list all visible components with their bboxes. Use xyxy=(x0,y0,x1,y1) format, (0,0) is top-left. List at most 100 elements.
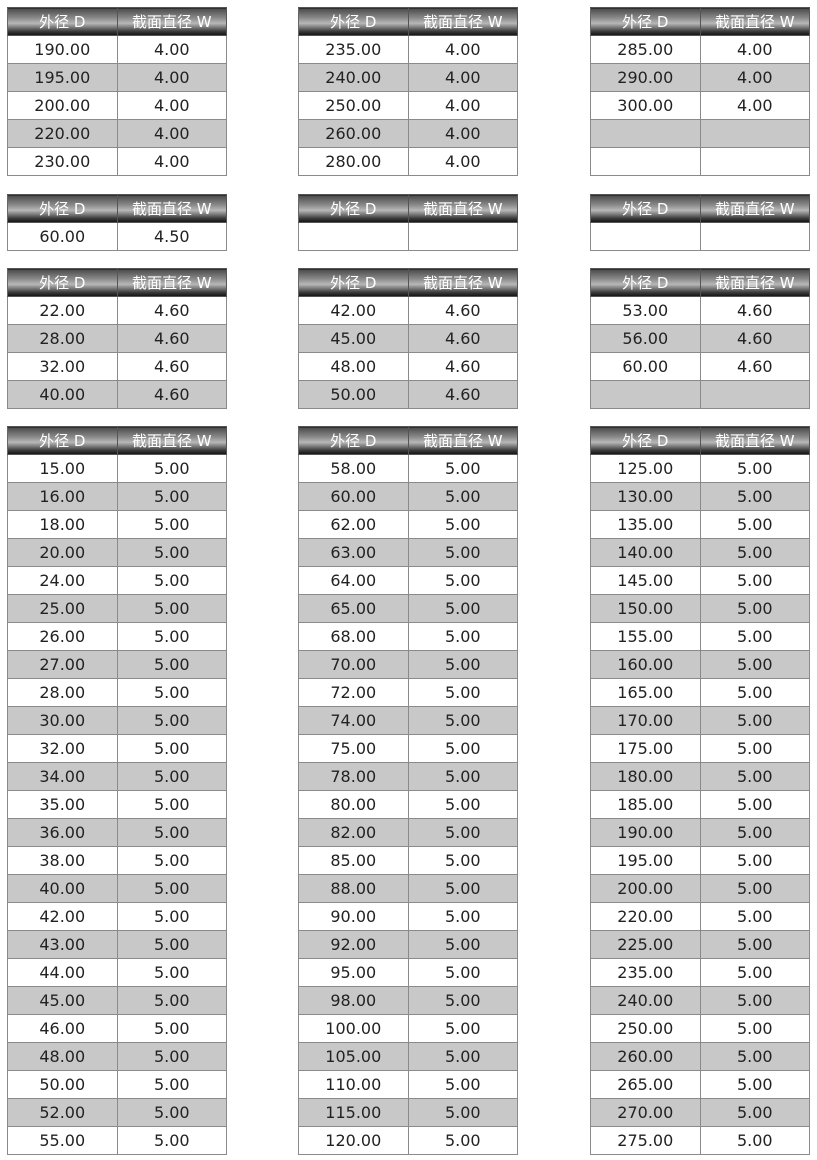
outer-diameter-cell: 80.00 xyxy=(298,790,409,819)
outer-diameter-cell: 115.00 xyxy=(298,1098,409,1127)
size-table: 外径 D 截面直径 W 285.00 4.00 290.00 4.00 300.00 4.00 xyxy=(590,7,811,176)
outer-diameter-cell: 70.00 xyxy=(298,650,409,679)
section-diameter-cell: 5.00 xyxy=(116,1098,228,1127)
table-row: 27.00 5.00 xyxy=(7,650,228,679)
section-diameter-cell: 5.00 xyxy=(699,846,811,875)
section-diameter-cell: 5.00 xyxy=(699,566,811,595)
table-row: 270.00 5.00 xyxy=(590,1098,811,1127)
outer-diameter-cell: 48.00 xyxy=(7,1042,118,1071)
section-diameter-cell: 5.00 xyxy=(116,510,228,539)
table-row: 140.00 5.00 xyxy=(590,538,811,567)
outer-diameter-cell: 56.00 xyxy=(590,324,701,353)
table-row xyxy=(590,147,811,176)
table-row: 40.00 4.60 xyxy=(7,380,228,409)
table-row: 170.00 5.00 xyxy=(590,706,811,735)
section-diameter-cell: 4.00 xyxy=(407,147,519,176)
outer-diameter-cell: 200.00 xyxy=(7,91,118,120)
section-diameter-cell: 5.00 xyxy=(699,650,811,679)
outer-diameter-cell: 72.00 xyxy=(298,678,409,707)
section-diameter-cell: 5.00 xyxy=(699,874,811,903)
header-outer-diameter: 外径 D xyxy=(590,426,701,455)
outer-diameter-cell: 24.00 xyxy=(7,566,118,595)
section-diameter-cell: 5.00 xyxy=(407,1070,519,1099)
outer-diameter-cell: 260.00 xyxy=(298,119,409,148)
size-table: 外径 D 截面直径 W 22.00 4.60 28.00 4.60 32.00 4.60 40.… xyxy=(7,268,228,409)
table-header: 外径 D 截面直径 W xyxy=(7,7,228,36)
table-row: 300.00 4.00 xyxy=(590,91,811,120)
table-row: 175.00 5.00 xyxy=(590,734,811,763)
section-diameter-cell: 5.00 xyxy=(407,650,519,679)
outer-diameter-cell: 60.00 xyxy=(298,482,409,511)
section-diameter-cell: 5.00 xyxy=(699,818,811,847)
outer-diameter-cell: 235.00 xyxy=(590,958,701,987)
table-row: 220.00 5.00 xyxy=(590,902,811,931)
size-table: 外径 D 截面直径 W 60.00 4.50 xyxy=(7,194,228,251)
header-section-diameter: 截面直径 W xyxy=(116,7,228,36)
table-row: 45.00 5.00 xyxy=(7,986,228,1015)
size-table: 外径 D 截面直径 W xyxy=(590,194,810,251)
outer-diameter-cell: 68.00 xyxy=(298,622,409,651)
table-row: 30.00 5.00 xyxy=(7,706,228,735)
table-row: 275.00 5.00 xyxy=(590,1126,811,1155)
outer-diameter-cell xyxy=(298,222,409,251)
table-row: 235.00 5.00 xyxy=(590,958,811,987)
section-diameter-cell: 5.00 xyxy=(699,734,811,763)
table-row: 68.00 5.00 xyxy=(298,622,519,651)
table-row: 74.00 5.00 xyxy=(298,706,519,735)
outer-diameter-cell: 48.00 xyxy=(298,352,409,381)
table-row xyxy=(590,380,811,409)
section-diameter-cell: 4.00 xyxy=(407,63,519,92)
outer-diameter-cell: 28.00 xyxy=(7,678,118,707)
section-diameter-cell: 5.00 xyxy=(407,930,519,959)
header-section-diameter: 截面直径 W xyxy=(116,194,228,223)
section-diameter-cell xyxy=(699,380,811,409)
section-diameter-cell: 5.00 xyxy=(407,762,519,791)
header-outer-diameter: 外径 D xyxy=(7,268,118,297)
outer-diameter-cell: 140.00 xyxy=(590,538,701,567)
table-row: 98.00 5.00 xyxy=(298,986,519,1015)
outer-diameter-cell: 30.00 xyxy=(7,706,118,735)
section-diameter-cell: 5.00 xyxy=(699,538,811,567)
section-diameter-cell: 4.60 xyxy=(116,296,228,325)
outer-diameter-cell: 180.00 xyxy=(590,762,701,791)
table-row: 32.00 5.00 xyxy=(7,734,228,763)
section-diameter-cell: 5.00 xyxy=(116,958,228,987)
section-diameter-cell: 5.00 xyxy=(116,1070,228,1099)
table-row: 88.00 5.00 xyxy=(298,874,519,903)
section-diameter-cell: 5.00 xyxy=(116,1014,228,1043)
table-row: 65.00 5.00 xyxy=(298,594,519,623)
header-outer-diameter: 外径 D xyxy=(7,194,118,223)
header-outer-diameter: 外径 D xyxy=(590,194,701,223)
section-diameter-cell: 5.00 xyxy=(116,566,228,595)
section-diameter-cell: 5.00 xyxy=(116,846,228,875)
section-diameter-cell: 5.00 xyxy=(699,706,811,735)
outer-diameter-cell: 64.00 xyxy=(298,566,409,595)
section-diameter-cell: 5.00 xyxy=(407,734,519,763)
outer-diameter-cell: 26.00 xyxy=(7,622,118,651)
outer-diameter-cell: 225.00 xyxy=(590,930,701,959)
section-diameter-cell: 4.60 xyxy=(407,380,519,409)
outer-diameter-cell: 62.00 xyxy=(298,510,409,539)
table-row: 50.00 4.60 xyxy=(298,380,519,409)
header-outer-diameter: 外径 D xyxy=(7,7,118,36)
table-row: 82.00 5.00 xyxy=(298,818,519,847)
header-outer-diameter: 外径 D xyxy=(298,268,409,297)
section-diameter-cell: 4.60 xyxy=(699,324,811,353)
outer-diameter-cell: 50.00 xyxy=(7,1070,118,1099)
table-row: 280.00 4.00 xyxy=(298,147,519,176)
section-diameter-cell: 5.00 xyxy=(116,678,228,707)
outer-diameter-cell: 105.00 xyxy=(298,1042,409,1071)
table-row: 120.00 5.00 xyxy=(298,1126,519,1155)
section-diameter-cell: 5.00 xyxy=(116,930,228,959)
table-row: 44.00 5.00 xyxy=(7,958,228,987)
outer-diameter-cell: 35.00 xyxy=(7,790,118,819)
table-header: 外径 D 截面直径 W xyxy=(590,194,810,223)
section-diameter-cell: 5.00 xyxy=(116,874,228,903)
section-diameter-cell: 4.60 xyxy=(116,352,228,381)
size-table: 外径 D 截面直径 W 42.00 4.60 45.00 4.60 48.00 4.60 50.… xyxy=(298,268,519,409)
table-row: 200.00 5.00 xyxy=(590,874,811,903)
table-header: 外径 D 截面直径 W xyxy=(7,268,228,297)
outer-diameter-cell: 285.00 xyxy=(590,35,701,64)
section-diameter-cell: 5.00 xyxy=(407,1042,519,1071)
table-row: 24.00 5.00 xyxy=(7,566,228,595)
